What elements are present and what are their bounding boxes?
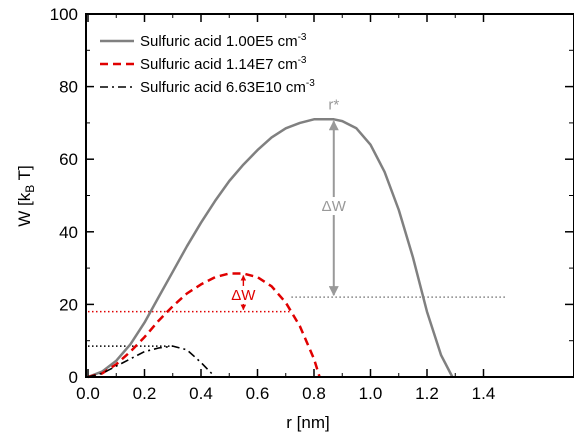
axis-ticks: 0.0 0.2 0.4 0.6 0.8 1.0 1.2 1.4 0 20 40 60 80 100 bbox=[50, 5, 573, 403]
annotation-3: ΔW bbox=[231, 287, 256, 304]
y-tick-label: 60 bbox=[59, 150, 78, 169]
x-axis-label: r [nm] bbox=[286, 413, 329, 432]
series-line-3 bbox=[87, 345, 216, 378]
legend-label-3: Sulfuric acid 6.63E10 cm-3 bbox=[140, 78, 315, 96]
legend-label-2: Sulfuric acid 1.14E7 cm-3 bbox=[140, 55, 307, 73]
x-tick-label: 0.0 bbox=[76, 384, 100, 403]
annotation-1: r* bbox=[328, 96, 339, 113]
x-tick-label: 0.6 bbox=[246, 384, 270, 403]
series-line-2 bbox=[87, 272, 321, 379]
x-tick-label: 0.8 bbox=[302, 384, 326, 403]
x-tick-label: 0.2 bbox=[133, 384, 157, 403]
x-tick-label: 1.0 bbox=[359, 384, 383, 403]
annotation-bg-3 bbox=[229, 285, 258, 304]
annotation-2: ΔW bbox=[322, 198, 347, 215]
y-tick-label: 40 bbox=[59, 223, 78, 242]
plot-area: r* ΔW ΔW bbox=[87, 96, 507, 379]
y-tick-label: 100 bbox=[50, 5, 78, 24]
y-axis-label: W [kB T] bbox=[15, 165, 37, 227]
x-tick-label: 1.4 bbox=[472, 384, 496, 403]
y-tick-label: 80 bbox=[59, 78, 78, 97]
annotation-bg-2 bbox=[319, 197, 348, 216]
y-tick-label: 0 bbox=[69, 368, 78, 387]
x-tick-label: 0.4 bbox=[189, 384, 213, 403]
y-tick-label: 20 bbox=[59, 295, 78, 314]
legend-label-1: Sulfuric acid 1.00E5 cm-3 bbox=[140, 32, 307, 50]
x-tick-label: 1.2 bbox=[415, 384, 439, 403]
series-line-1 bbox=[87, 118, 454, 379]
legend: Sulfuric acid 1.00E5 cm-3 Sulfuric acid 1… bbox=[100, 32, 315, 96]
